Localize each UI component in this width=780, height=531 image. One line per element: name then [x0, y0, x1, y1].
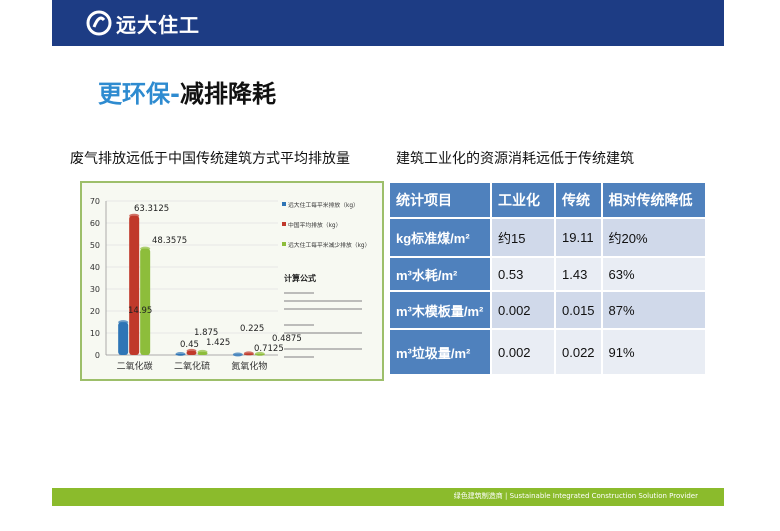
table-header-cell: 统计项目 — [390, 183, 490, 217]
footer-bar: 绿色建筑制造商 | Sustainable Integrated Constru… — [52, 488, 724, 506]
bar — [129, 215, 140, 355]
bar-cap — [140, 246, 151, 251]
bar-cap — [175, 352, 186, 357]
table-cell: 0.53 — [492, 258, 554, 290]
bar-cap — [243, 351, 254, 356]
table-cell: 0.002 — [492, 330, 554, 374]
page-title: 更环保-减排降耗 — [98, 74, 276, 109]
data-label: 48.3575 — [152, 236, 187, 246]
y-tick-label: 0 — [95, 351, 100, 360]
header-bar — [52, 0, 724, 46]
emissions-chart: 0 10 20 30 40 50 60 70 二氧化碳 二氧化硫 氮氧化物 14.95 63.3125 4… — [80, 181, 384, 381]
table-cell: kg标准煤/m² — [390, 219, 490, 256]
bar-cap — [118, 320, 129, 325]
table-row: kg标准煤/m² 约15 19.11 约20% — [390, 219, 705, 256]
brand-name: 远大住工 — [116, 12, 200, 37]
brand-logo: 远大住工 — [86, 8, 200, 38]
table-cell: 1.43 — [556, 258, 601, 290]
bar-cap — [186, 348, 197, 353]
bar-cap — [129, 213, 140, 218]
bar-cap — [254, 351, 265, 356]
table-header-cell: 相对传统降低 — [602, 183, 705, 217]
table-cell: 19.11 — [556, 219, 601, 256]
y-tick-label: 70 — [90, 197, 100, 206]
legend-label: 远大住工每平米排放（kg） — [288, 201, 359, 209]
table-cell: m³垃圾量/m² — [390, 330, 490, 374]
legend-label: 中国平均排放（kg） — [288, 221, 341, 229]
y-tick-label: 40 — [90, 263, 100, 272]
table-cell: 约15 — [492, 219, 554, 256]
table-header-cell: 传统 — [556, 183, 601, 217]
left-subtitle: 废气排放远低于中国传统建筑方式平均排放量 — [70, 151, 350, 167]
x-tick-label: 氮氧化物 — [231, 360, 267, 372]
table-cell: 0.022 — [556, 330, 601, 374]
title-part1: 更环保- — [98, 80, 180, 108]
legend-label: 远大住工每平米减少排放（kg） — [288, 241, 370, 249]
chart-canvas: 0 10 20 30 40 50 60 70 二氧化碳 二氧化硫 氮氧化物 14.95 63.3125 4… — [90, 197, 371, 372]
table-row: m³木模板量/m² 0.002 0.015 87% — [390, 292, 705, 328]
table-cell: m³水耗/m² — [390, 258, 490, 290]
data-label: 14.95 — [128, 306, 152, 316]
footer-tagline: 绿色建筑制造商 | Sustainable Integrated Constru… — [453, 492, 698, 500]
resource-table: 统计项目 工业化 传统 相对传统降低 kg标准煤/m² 约15 19.11 约2… — [388, 181, 707, 376]
x-tick-label: 二氧化碳 — [117, 360, 153, 372]
table-cell: 0.002 — [492, 292, 554, 328]
table-cell: 91% — [602, 330, 705, 374]
bar — [140, 248, 151, 355]
legend-swatch — [282, 222, 286, 226]
bar-cap — [232, 352, 243, 357]
data-label: 1.875 — [194, 328, 218, 338]
formula-title: 计算公式 — [284, 273, 316, 283]
bar — [118, 322, 129, 355]
data-label: 0.45 — [180, 340, 199, 350]
title-part2: 减排降耗 — [179, 80, 276, 108]
table-header-cell: 工业化 — [492, 183, 554, 217]
table-row: m³垃圾量/m² 0.002 0.022 91% — [390, 330, 705, 374]
data-label: 0.7125 — [254, 344, 284, 354]
data-label: 1.425 — [206, 338, 230, 348]
y-tick-label: 20 — [90, 307, 100, 316]
table-header-row: 统计项目 工业化 传统 相对传统降低 — [390, 183, 705, 217]
y-tick-label: 60 — [90, 219, 100, 228]
yuanda-logo-icon — [86, 10, 112, 36]
table-cell: 0.015 — [556, 292, 601, 328]
table-cell: 约20% — [602, 219, 705, 256]
right-subtitle: 建筑工业化的资源消耗远低于传统建筑 — [396, 151, 634, 167]
legend-swatch — [282, 202, 286, 206]
table-cell: m³木模板量/m² — [390, 292, 490, 328]
y-tick-label: 30 — [90, 285, 100, 294]
legend-swatch — [282, 242, 286, 246]
data-label: 0.225 — [240, 324, 264, 334]
x-tick-label: 二氧化硫 — [174, 360, 210, 372]
y-tick-label: 10 — [90, 329, 100, 338]
table-row: m³水耗/m² 0.53 1.43 63% — [390, 258, 705, 290]
data-label: 63.3125 — [134, 204, 169, 214]
data-label: 0.4875 — [272, 334, 302, 344]
table-cell: 63% — [602, 258, 705, 290]
y-tick-label: 50 — [90, 241, 100, 250]
bar-cap — [197, 349, 208, 354]
table-cell: 87% — [602, 292, 705, 328]
